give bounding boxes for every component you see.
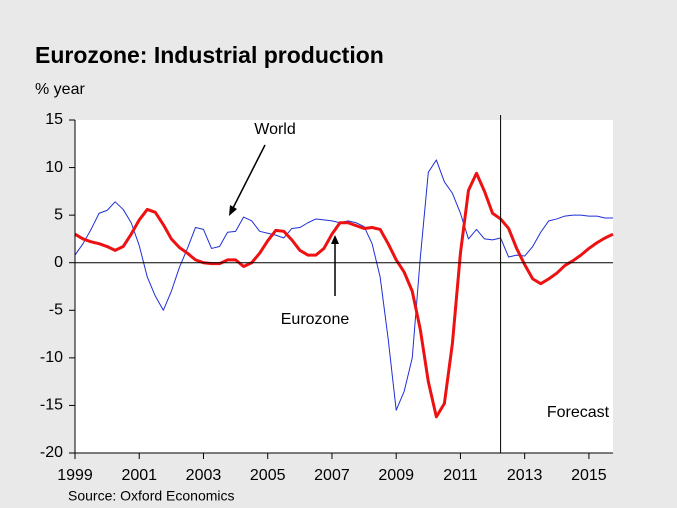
arrowhead [229,205,237,216]
annotation: Eurozone [281,311,350,328]
y-tick-label: 0 [54,254,63,271]
y-tick-label: 5 [54,206,63,223]
y-tick-label: -20 [40,444,63,461]
y-tick-label: -10 [40,349,63,366]
x-tick-label: 2011 [443,467,478,484]
source: Source: Oxford Economics [68,488,235,504]
annotation: World [254,121,296,138]
x-tick-label: 2005 [250,467,286,484]
plot-area [75,120,613,453]
x-tick-label: 2007 [314,467,350,484]
y-tick-label: -5 [49,302,63,319]
y-tick-label: 15 [45,111,63,128]
x-tick-label: 2009 [378,467,414,484]
x-tick-label: 2015 [571,467,607,484]
x-tick-label: 1999 [57,467,93,484]
y-axis-label: % year [35,81,85,98]
forecast-label: Forecast [547,404,610,421]
series-line [74,171,614,419]
arrowhead [331,235,339,244]
x-tick-label: 2013 [507,467,543,484]
y-tick-label: -15 [40,397,63,414]
chart-title: Eurozone: Industrial production [35,42,384,68]
x-tick-label: 2003 [186,467,222,484]
arrow [231,144,266,211]
y-tick-label: 10 [45,159,63,176]
x-tick-label: 2001 [121,467,157,484]
